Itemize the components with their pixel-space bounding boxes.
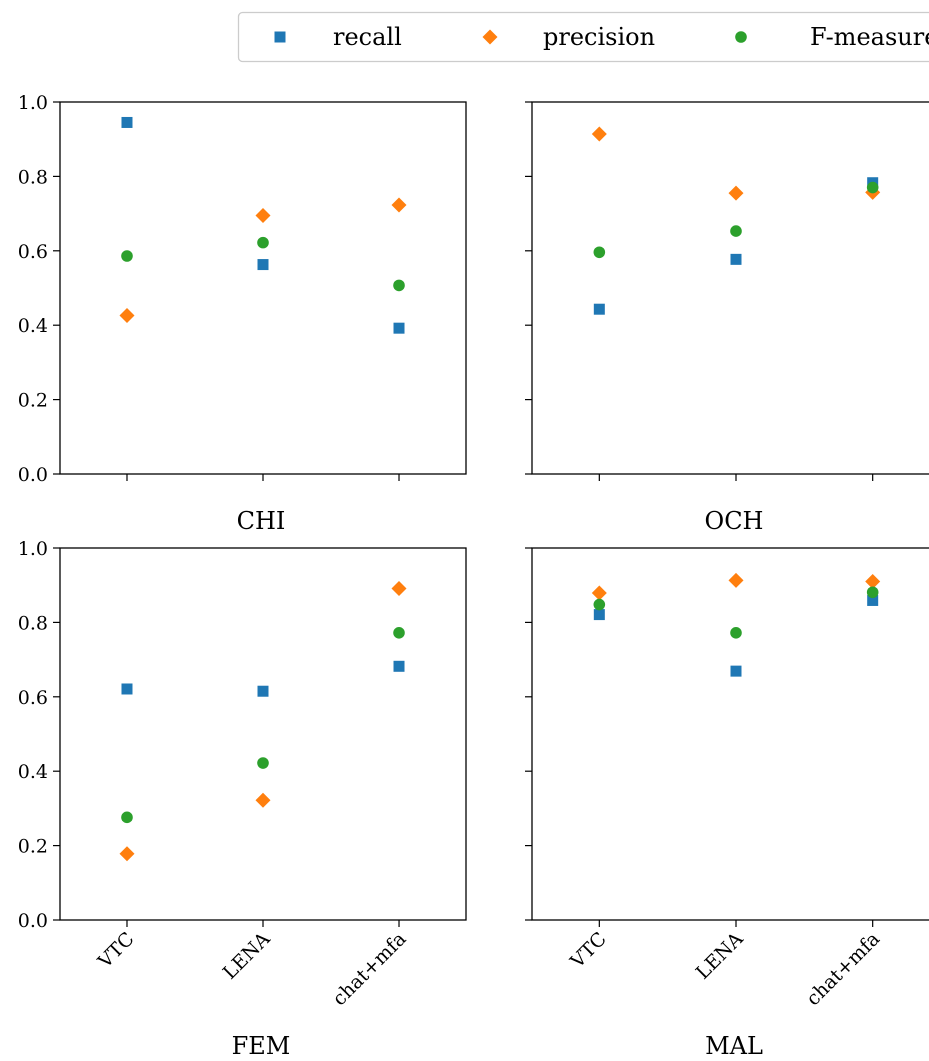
panel-title: FEM <box>232 1032 291 1060</box>
legend-label-precision: precision <box>543 23 655 51</box>
point-f-measure-vtc <box>121 811 133 824</box>
y-tick-label: 0.0 <box>18 910 48 932</box>
legend-marker-f-measure <box>735 31 747 43</box>
legend-label-recall: recall <box>333 23 402 51</box>
point-precision-chat-mfa <box>391 197 407 213</box>
panel-title: MAL <box>705 1032 763 1060</box>
point-precision-chat-mfa <box>391 581 407 597</box>
panel-och: OCH <box>525 101 929 535</box>
point-f-measure-vtc <box>593 246 606 259</box>
legend: recall precision F-measure <box>237 11 929 63</box>
point-precision-lena <box>728 572 744 588</box>
axes-frame <box>531 101 929 475</box>
y-tick-label: 1.0 <box>18 538 48 560</box>
y-tick-label: 0.6 <box>18 241 48 263</box>
y-tick-label: 0.2 <box>18 836 48 858</box>
point-f-measure-lena <box>730 225 742 237</box>
panel-title: OCH <box>705 507 764 535</box>
x-tick-label: VTC <box>566 928 611 973</box>
point-precision-vtc <box>591 126 607 142</box>
axes-frame <box>59 101 467 475</box>
point-recall-lena <box>257 259 269 271</box>
point-recall-lena <box>730 253 742 265</box>
point-f-measure-vtc <box>121 250 133 262</box>
point-f-measure-lena <box>257 236 269 249</box>
point-f-measure-chat-mfa <box>393 627 405 639</box>
y-tick-label: 0.8 <box>18 612 48 634</box>
y-tick-label: 0.8 <box>18 166 48 188</box>
point-recall-chat-mfa <box>393 660 405 672</box>
point-recall-vtc <box>121 683 133 695</box>
point-f-measure-chat-mfa <box>866 586 879 599</box>
legend-marker-recall <box>274 31 286 43</box>
x-tick-label: chat+mfa <box>802 928 884 1010</box>
y-tick-label: 0.4 <box>18 761 48 783</box>
legend-label-f-measure: F-measure <box>810 23 929 51</box>
point-precision-lena <box>728 185 744 201</box>
point-recall-vtc <box>593 609 605 621</box>
legend-frame <box>237 11 929 63</box>
panel-title: CHI <box>237 507 286 535</box>
point-f-measure-chat-mfa <box>866 181 879 194</box>
y-tick-label: 0.4 <box>18 315 48 337</box>
point-precision-vtc <box>119 308 135 324</box>
y-tick-label: 0.2 <box>18 390 48 412</box>
point-precision-chat-mfa <box>865 573 881 589</box>
point-precision-vtc <box>119 846 135 862</box>
x-tick-label: LENA <box>219 928 275 984</box>
point-recall-vtc <box>593 303 605 315</box>
panel-fem: 0.0 0.2 0.4 0.6 0.8 1.0 VTC LENA chat+mfa FEM <box>18 538 467 1060</box>
x-tick-label: VTC <box>93 928 138 973</box>
point-recall-chat-mfa <box>393 322 405 334</box>
y-tick-label: 1.0 <box>18 92 48 114</box>
point-recall-lena <box>257 685 269 697</box>
y-tick-label: 0.0 <box>18 464 48 486</box>
point-f-measure-vtc <box>593 598 606 611</box>
point-precision-lena <box>255 207 271 223</box>
point-recall-chat-mfa <box>867 594 879 606</box>
point-f-measure-chat-mfa <box>393 279 405 292</box>
x-tick-label: LENA <box>692 928 748 984</box>
point-precision-lena <box>255 792 271 808</box>
axes-frame <box>59 547 467 921</box>
point-precision-vtc <box>591 585 607 601</box>
y-tick-label: 0.6 <box>18 687 48 709</box>
x-tick-label: chat+mfa <box>328 928 410 1010</box>
panel-mal: VTC LENA chat+mfa MAL <box>525 547 929 1060</box>
panels: 0.0 0.2 0.4 0.6 0.8 1.0 CHI OCH 0.0 0.2 0.4 0.6 0.8 1… <box>18 92 929 1060</box>
legend-marker-precision <box>482 29 498 45</box>
point-recall-lena <box>730 665 742 677</box>
point-recall-vtc <box>121 116 133 128</box>
point-f-measure-lena <box>730 627 742 639</box>
point-f-measure-lena <box>257 757 269 769</box>
panel-chi: 0.0 0.2 0.4 0.6 0.8 1.0 CHI <box>18 92 467 535</box>
